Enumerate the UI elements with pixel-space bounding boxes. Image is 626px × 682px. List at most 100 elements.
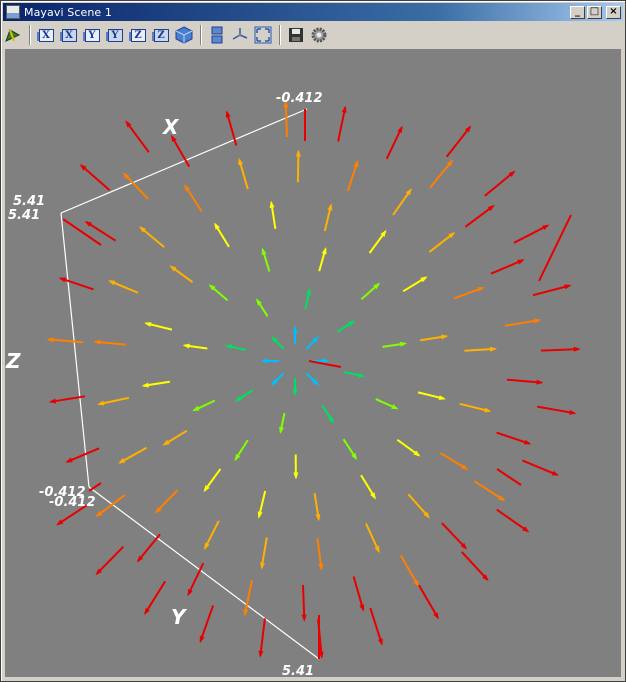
vector-arrow-shaft: [407, 493, 430, 518]
view-y-positive-button[interactable]: Y: [82, 25, 102, 45]
vector-arrow-shaft: [119, 446, 148, 464]
vector-arrow-head: [460, 542, 468, 550]
view-x-negative-button[interactable]: X: [59, 25, 79, 45]
vector-arrow-head: [136, 555, 144, 563]
view-x-positive-button[interactable]: X: [36, 25, 56, 45]
vector-arrow-head: [391, 404, 399, 410]
vector-arrow-head: [97, 400, 105, 406]
vector-arrow-shaft: [460, 551, 489, 581]
vector-arrow-head: [322, 358, 330, 364]
vector-arrow-shaft: [243, 580, 253, 615]
vector-arrow-shaft: [204, 520, 220, 549]
vector-arrow-head: [95, 568, 103, 576]
toolbar-separator: [200, 25, 202, 45]
vector-arrow-shaft: [506, 378, 542, 384]
title-bar[interactable]: Mayavi Scene 1 _ □ ×: [3, 3, 623, 21]
vector-arrow-shaft: [155, 489, 179, 513]
view-y-negative-button[interactable]: Y: [105, 25, 125, 45]
full-screen-button[interactable]: [253, 25, 273, 45]
render-scene-canvas[interactable]: X Y Z -0.412 5.41 5.41 -0.412 -0.412 5.4…: [5, 49, 621, 677]
mayavi-engine-icon: [5, 29, 21, 42]
x-axis-title: X: [163, 115, 179, 139]
vector-arrow-head: [433, 612, 439, 620]
vector-arrow-head: [397, 125, 403, 133]
vector-arrow-head: [461, 464, 469, 470]
vector-arrow-head: [312, 336, 320, 343]
configure-scene-button[interactable]: [309, 25, 329, 45]
parallel-projection-button[interactable]: [207, 25, 227, 45]
vector-arrow-shaft: [428, 232, 455, 253]
toolbar-separator: [279, 25, 281, 45]
close-button[interactable]: ×: [606, 5, 621, 19]
vector-arrow-head: [347, 320, 356, 327]
vector-arrow-shaft: [85, 221, 117, 242]
vector-arrow-head: [301, 614, 307, 622]
vector-arrow-head: [441, 334, 449, 340]
toolbar-separator: [29, 25, 31, 45]
scene-toolbar: X X Y Y Z Z: [3, 23, 623, 47]
view-z-negative-button[interactable]: Z: [151, 25, 171, 45]
vector-arrow-shaft: [171, 136, 191, 168]
vector-arrow-head: [489, 346, 497, 352]
vector-arrow-head: [413, 580, 420, 588]
vector-arrow-shaft: [496, 508, 529, 533]
isometric-view-button[interactable]: [174, 25, 194, 45]
vector-arrow-shaft: [48, 338, 84, 344]
vector-arrow-head: [261, 247, 267, 255]
vector-arrow-head: [46, 337, 54, 343]
vector-arrow-head: [283, 100, 289, 108]
vector-arrow-shaft: [225, 111, 238, 146]
x-axis-line: [60, 108, 308, 214]
vector-arrow-shaft: [429, 160, 453, 189]
save-button[interactable]: [286, 25, 306, 45]
axes-indicator-icon: [232, 28, 248, 40]
vector-arrow-shaft: [123, 173, 149, 200]
vector-arrow-shaft: [137, 533, 161, 562]
vector-arrow-head: [420, 276, 428, 283]
vector-arrow-shaft: [184, 185, 203, 213]
vector-arrow-head: [522, 526, 530, 533]
view-y-positive-icon: Y: [82, 28, 100, 42]
vector-arrow-shaft: [473, 480, 505, 501]
vector-arrow-peak: [538, 214, 572, 282]
vector-arrow-head: [270, 379, 278, 386]
vector-arrow-head: [306, 287, 311, 296]
mayavi-engine-button[interactable]: [3, 25, 23, 45]
vector-arrow-head: [169, 265, 177, 272]
vector-arrow-head: [208, 284, 216, 291]
y-axis-max-label: 5.41: [282, 664, 315, 677]
parallel-projection-icon: [211, 26, 223, 44]
vector-arrow-head: [154, 506, 162, 514]
vector-arrow-shaft: [57, 502, 90, 526]
vector-arrow-shaft: [399, 554, 419, 586]
z-axis-min-label: -0.412: [39, 485, 86, 500]
vector-arrow-head: [318, 563, 324, 571]
vector-arrow-head: [482, 574, 489, 582]
isometric-view-icon: [175, 26, 193, 44]
vector-arrow-shaft: [80, 164, 111, 192]
vector-arrow-head: [374, 545, 380, 554]
vector-arrow-head: [256, 298, 262, 306]
vector-arrow-head: [258, 650, 264, 658]
vector-arrow-shaft: [316, 538, 323, 569]
z-axis-line: [60, 212, 90, 488]
vector-arrow-shaft: [259, 618, 266, 657]
vector-arrow-head: [446, 159, 454, 167]
vector-arrow-head: [573, 346, 581, 352]
vector-arrow-head: [65, 457, 73, 463]
view-z-negative-icon: Z: [151, 28, 169, 42]
vector-arrow-shaft: [66, 447, 100, 463]
vector-arrow-head: [351, 452, 358, 461]
vector-arrow-head: [293, 472, 299, 480]
vector-arrow-head: [234, 454, 241, 462]
vector-arrow-shaft: [504, 319, 540, 327]
minimize-button[interactable]: _: [570, 5, 585, 19]
save-icon: [289, 28, 303, 42]
view-z-positive-button[interactable]: Z: [128, 25, 148, 45]
vector-arrow-shaft: [50, 395, 86, 403]
axes-indicator-button[interactable]: [230, 25, 250, 45]
vector-arrow-shaft: [284, 102, 288, 138]
maximize-button[interactable]: □: [587, 5, 602, 19]
vector-arrow-head: [243, 609, 249, 617]
vector-field-plot: [46, 100, 581, 660]
